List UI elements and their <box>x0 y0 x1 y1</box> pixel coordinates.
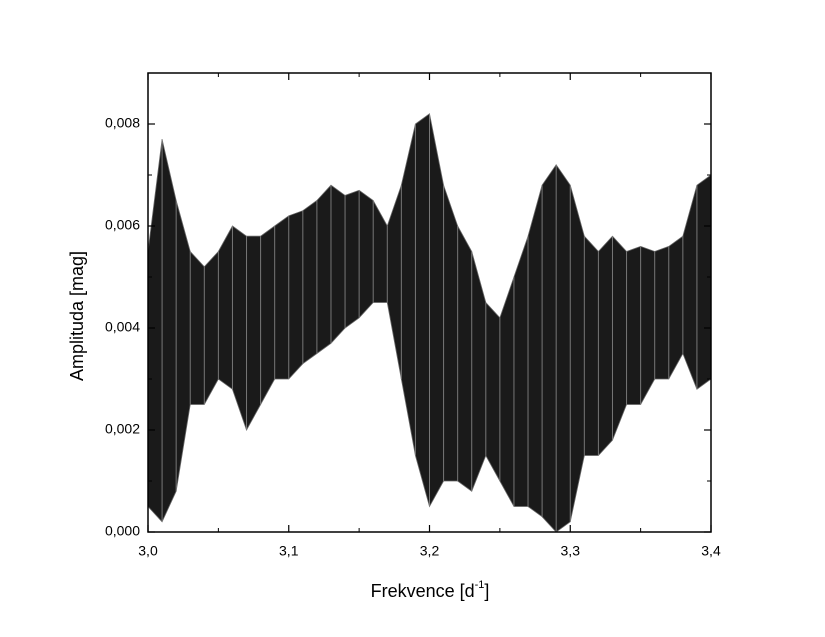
y-axis-label: Amplituda [mag] <box>67 251 87 381</box>
x-tick-label: 3,3 <box>561 543 581 559</box>
x-label-text: Frekvence [d <box>371 581 475 601</box>
y-tick-label: 0,008 <box>105 115 140 131</box>
x-tick-label: 3,2 <box>420 543 440 559</box>
x-label-sup: -1 <box>475 579 485 591</box>
x-axis-label: Frekvence [d-1] <box>371 579 490 601</box>
x-label-end: ] <box>484 581 489 601</box>
y-tick-label: 0,000 <box>105 523 140 539</box>
x-tick-label: 3,1 <box>279 543 299 559</box>
y-tick-label: 0,002 <box>105 421 140 437</box>
y-tick-label: 0,006 <box>105 217 140 233</box>
x-tick-label: 3,0 <box>138 543 158 559</box>
y-tick-label: 0,004 <box>105 319 140 335</box>
x-tick-label: 3,4 <box>701 543 721 559</box>
